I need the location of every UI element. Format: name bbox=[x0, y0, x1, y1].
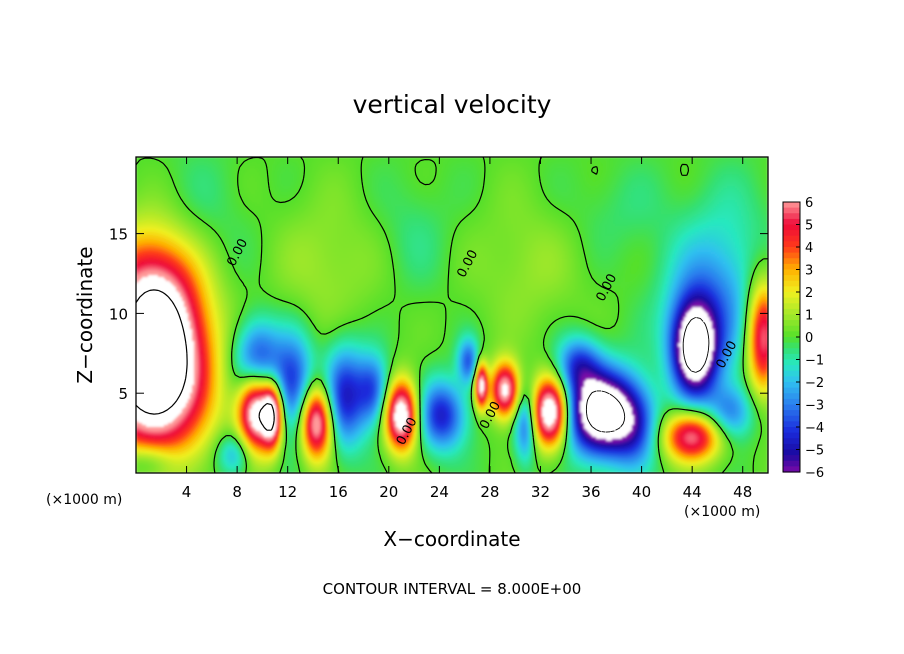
colorbar-label: −6 bbox=[805, 466, 824, 481]
x-tick-label: 40 bbox=[632, 483, 651, 501]
colorbar-label: 4 bbox=[805, 241, 813, 256]
colorbar-cell bbox=[783, 325, 800, 332]
y-axis: 5 10 15 bbox=[109, 226, 768, 403]
plot-area: 0.000.000.000.000.000.00 4 8 12 16 20 24 28 32 3… bbox=[109, 156, 769, 501]
colorbar-cell bbox=[783, 297, 800, 304]
x-tick-label: 4 bbox=[182, 483, 192, 501]
colorbar-cell bbox=[783, 410, 800, 417]
colorbar-cell bbox=[783, 337, 800, 344]
colorbar-cell bbox=[783, 359, 800, 366]
x-tick-label: 8 bbox=[232, 483, 242, 501]
colorbar-cell bbox=[783, 252, 800, 259]
x-unit-right: (×1000 m) bbox=[684, 504, 760, 520]
x-axis: 4 8 12 16 20 24 28 32 36 40 44 48 bbox=[182, 157, 752, 501]
colorbar-cell bbox=[783, 342, 800, 349]
colorbar-cell bbox=[783, 224, 800, 231]
x-tick-label: 44 bbox=[683, 483, 702, 501]
colorbar-label: 5 bbox=[805, 219, 813, 234]
colorbar-label: 6 bbox=[805, 196, 813, 211]
colorbar-label: 0 bbox=[805, 331, 813, 346]
x-unit-left: (×1000 m) bbox=[46, 492, 122, 508]
colorbar-cell bbox=[783, 432, 800, 439]
colorbar-cell bbox=[783, 308, 800, 316]
colorbar-cell bbox=[783, 269, 800, 276]
colorbar-cell bbox=[783, 280, 800, 287]
x-tick-label: 20 bbox=[379, 483, 398, 501]
colorbar-cell bbox=[783, 460, 800, 467]
colorbar-cell bbox=[783, 263, 800, 271]
colorbar-cell bbox=[783, 370, 800, 377]
colorbar-cell bbox=[783, 438, 800, 445]
x-tick-label: 32 bbox=[531, 483, 550, 501]
colorbar-cell bbox=[783, 258, 800, 265]
chart-title: vertical velocity bbox=[353, 90, 552, 119]
colorbar-cell bbox=[783, 235, 800, 242]
colorbar-cell bbox=[783, 218, 800, 226]
colorbar-cell bbox=[783, 393, 800, 400]
velocity-field bbox=[136, 157, 768, 473]
x-tick-label: 28 bbox=[480, 483, 499, 501]
colorbar-label: −5 bbox=[805, 444, 824, 459]
contour-negative bbox=[585, 316, 710, 433]
colorbar-cell bbox=[783, 455, 800, 462]
y-tick-label: 5 bbox=[118, 385, 128, 403]
colorbar-cell bbox=[783, 275, 800, 282]
colorbar-cell bbox=[783, 207, 800, 214]
colorbar-cell bbox=[783, 230, 800, 237]
colorbar-cell bbox=[783, 376, 800, 383]
plot-frame bbox=[135, 156, 769, 474]
x-tick-label: 36 bbox=[581, 483, 600, 501]
contour-lines bbox=[136, 157, 768, 473]
y-axis-label: Z−coordinate bbox=[73, 246, 97, 383]
y-tick-label: 15 bbox=[109, 226, 128, 244]
x-tick-label: 24 bbox=[430, 483, 449, 501]
contour-positive bbox=[136, 289, 275, 431]
colorbar-cell bbox=[783, 202, 800, 209]
colorbar-label: −2 bbox=[805, 376, 824, 391]
colorbar-cell bbox=[783, 443, 800, 451]
colorbar-cell bbox=[783, 241, 800, 248]
x-axis-label: X−coordinate bbox=[383, 527, 520, 551]
colorbar-label: −1 bbox=[805, 354, 824, 369]
x-tick-label: 12 bbox=[278, 483, 297, 501]
colorbar-label: 2 bbox=[805, 286, 813, 301]
colorbar-label: −4 bbox=[805, 421, 824, 436]
colorbar-cell bbox=[783, 314, 800, 321]
contour-interval: CONTOUR INTERVAL = 8.000E+00 bbox=[323, 580, 582, 598]
colorbar-cell bbox=[783, 286, 800, 293]
x-tick-label: 48 bbox=[733, 483, 752, 501]
colorbar-cell bbox=[783, 449, 800, 456]
colorbar-label: 1 bbox=[805, 309, 813, 324]
contour-zero bbox=[136, 157, 768, 473]
colorbar-cell bbox=[783, 303, 800, 310]
colorbar-cell bbox=[783, 382, 800, 389]
colorbar-cell bbox=[783, 320, 800, 327]
colorbar-cell bbox=[783, 427, 800, 434]
colorbar-label: 3 bbox=[805, 264, 813, 279]
colorbar-cell bbox=[783, 353, 800, 361]
colorbar-cell bbox=[783, 466, 800, 473]
colorbar: 6 5 4 3 2 1 0 −1 −2 −3 −4 −5 −6 bbox=[782, 196, 824, 481]
colorbar-cell bbox=[783, 331, 800, 338]
colorbar-labels: 6 5 4 3 2 1 0 −1 −2 −3 −4 −5 −6 bbox=[796, 196, 824, 481]
y-tick-label: 10 bbox=[109, 305, 128, 323]
colorbar-cell bbox=[783, 213, 800, 220]
colorbar-cell bbox=[783, 348, 800, 355]
colorbar-cell bbox=[783, 415, 800, 422]
colorbar-cells bbox=[783, 202, 800, 473]
colorbar-label: −3 bbox=[805, 399, 824, 414]
colorbar-cell bbox=[783, 292, 800, 299]
colorbar-cell bbox=[783, 387, 800, 394]
colorbar-cell bbox=[783, 421, 800, 428]
colorbar-cell bbox=[783, 247, 800, 254]
colorbar-cell bbox=[783, 365, 800, 372]
colorbar-cell bbox=[783, 398, 800, 406]
colorbar-cell bbox=[783, 404, 800, 411]
x-tick-label: 16 bbox=[329, 483, 348, 501]
